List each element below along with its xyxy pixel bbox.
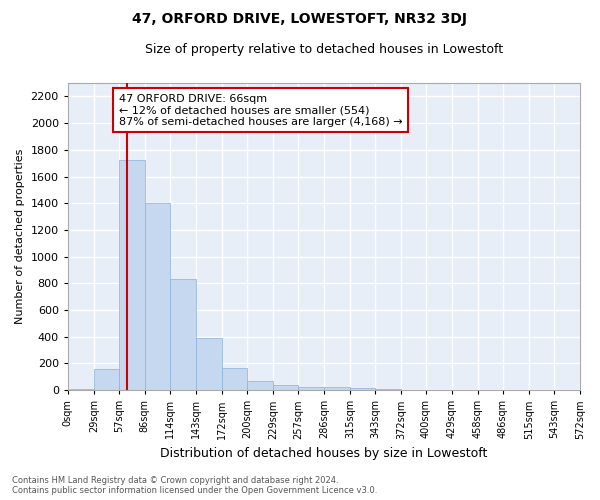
Bar [247,382,273,390]
Bar [298,387,324,390]
Bar [145,203,170,390]
Y-axis label: Number of detached properties: Number of detached properties [15,149,25,324]
Bar [324,387,350,390]
Bar [68,389,94,390]
Bar [273,386,298,390]
Bar [119,160,145,390]
Text: 47, ORFORD DRIVE, LOWESTOFT, NR32 3DJ: 47, ORFORD DRIVE, LOWESTOFT, NR32 3DJ [133,12,467,26]
Text: Contains HM Land Registry data © Crown copyright and database right 2024.
Contai: Contains HM Land Registry data © Crown c… [12,476,377,495]
X-axis label: Distribution of detached houses by size in Lowestoft: Distribution of detached houses by size … [160,447,488,460]
Bar [196,338,222,390]
Bar [170,280,196,390]
Text: 47 ORFORD DRIVE: 66sqm
← 12% of detached houses are smaller (554)
87% of semi-de: 47 ORFORD DRIVE: 66sqm ← 12% of detached… [119,94,403,127]
Bar [94,370,119,390]
Bar [222,368,247,390]
Bar [350,388,375,390]
Title: Size of property relative to detached houses in Lowestoft: Size of property relative to detached ho… [145,42,503,56]
